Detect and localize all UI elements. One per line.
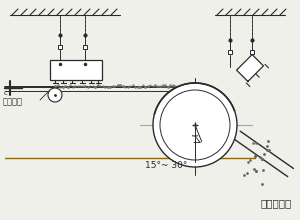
Circle shape [153,83,237,167]
Text: 安装示意图: 安装示意图 [261,198,292,208]
Circle shape [160,90,230,160]
Text: 无磁托辊: 无磁托辊 [3,97,23,106]
Text: 15°~ 30°: 15°~ 30° [145,161,188,170]
Circle shape [48,88,62,102]
Bar [50,60,102,80]
Text: c: c [4,90,8,96]
Polygon shape [237,55,263,81]
